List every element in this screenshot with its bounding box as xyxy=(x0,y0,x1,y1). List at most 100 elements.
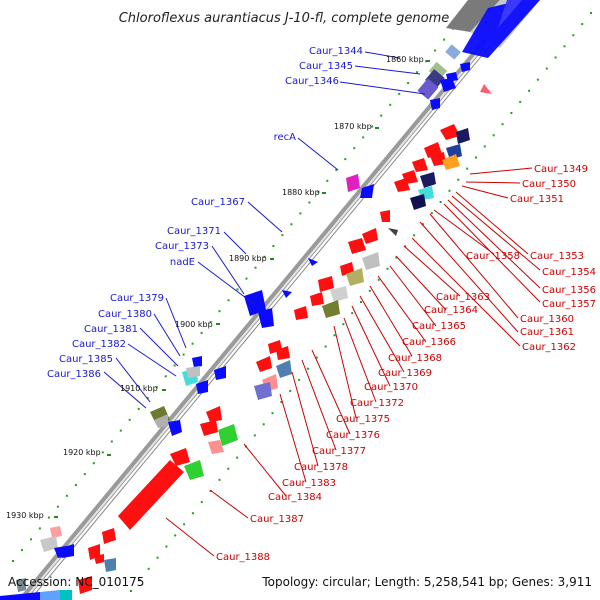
gene-label: Caur_1376 xyxy=(326,430,380,441)
guide-dot xyxy=(173,364,176,367)
guide-dot xyxy=(581,23,584,26)
gene-label: Caur_1354 xyxy=(542,267,596,278)
reverse-genes xyxy=(78,124,470,594)
guide-dot xyxy=(377,278,380,281)
guide-dot xyxy=(254,266,257,269)
guide-dot xyxy=(110,440,113,443)
guide-dot xyxy=(306,367,309,370)
guide-dot xyxy=(448,189,451,192)
scale-label: 1880 kbp xyxy=(282,188,320,197)
guide-dot xyxy=(119,429,122,432)
guide-dot xyxy=(12,560,14,562)
gene-label: Caur_1349 xyxy=(534,164,588,175)
top-feature-blocks xyxy=(446,0,540,58)
scale-label: 1930 kbp xyxy=(6,511,44,520)
gene-label: Caur_1345 xyxy=(299,61,353,72)
gene-label: Caur_1370 xyxy=(364,382,418,393)
scale-label: 1920 kbp xyxy=(63,448,101,457)
gene-label: Caur_1362 xyxy=(522,342,576,353)
guide-dot xyxy=(92,462,95,465)
guide-dot xyxy=(351,312,354,315)
guide-dot xyxy=(335,168,338,171)
guide-dot xyxy=(236,456,239,459)
guide-dot xyxy=(74,484,77,486)
guide-dot xyxy=(398,92,401,95)
gene-label: Caur_1357 xyxy=(542,299,596,310)
gene-label: Caur_1367 xyxy=(191,197,245,208)
guide-dot xyxy=(317,190,320,193)
gene-label: Caur_1350 xyxy=(522,179,576,190)
gene-label: Caur_1372 xyxy=(350,398,404,409)
gene-label: Caur_1377 xyxy=(312,446,366,457)
guide-dot xyxy=(130,590,132,592)
gene-label: Caur_1380 xyxy=(98,309,152,320)
guide-dot xyxy=(263,255,266,258)
guide-dot xyxy=(434,49,437,52)
guide-dot xyxy=(299,212,302,215)
gene-label: Caur_1344 xyxy=(309,46,363,57)
guide-dot xyxy=(353,147,356,150)
gc-guide-tracks xyxy=(12,6,592,592)
guide-dot xyxy=(413,234,416,237)
guide-dot xyxy=(416,71,419,74)
guide-dot xyxy=(272,245,275,247)
guide-dot xyxy=(47,516,50,519)
guide-dot xyxy=(138,578,141,581)
guide-dot xyxy=(182,353,185,356)
gene-label: Caur_1368 xyxy=(388,353,442,364)
gene-label: Caur_1386 xyxy=(47,369,101,380)
guide-dot xyxy=(510,112,513,114)
gene-label: Caur_1351 xyxy=(510,194,564,205)
guide-dot xyxy=(174,534,177,537)
gene-label: Caur_1388 xyxy=(216,552,270,563)
guide-dot xyxy=(501,123,504,126)
scale-labels: 1860 kbp 1870 kbp 1880 kbp 1890 kbp 1900… xyxy=(6,55,424,520)
gene-label: Caur_1356 xyxy=(542,285,596,296)
guide-dot xyxy=(443,38,446,41)
guide-dot xyxy=(30,538,32,541)
guide-dot xyxy=(38,527,41,530)
forward-genes xyxy=(0,44,492,600)
guide-dot xyxy=(315,356,318,359)
guide-dot xyxy=(200,331,203,334)
guide-dot xyxy=(421,223,424,226)
guide-dot xyxy=(528,89,531,92)
gene-label: Caur_1346 xyxy=(285,76,339,87)
guide-dot xyxy=(155,386,158,389)
scale-label: 1910 kbp xyxy=(120,384,158,393)
guide-dot xyxy=(324,345,327,348)
guide-dot xyxy=(147,567,150,570)
guide-dot xyxy=(475,156,477,159)
guide-dot xyxy=(191,512,194,515)
guide-dot xyxy=(395,256,398,259)
guide-dot xyxy=(83,473,86,476)
gene-label: Caur_1381 xyxy=(84,324,138,335)
guide-dot xyxy=(183,523,186,526)
guide-dot xyxy=(536,78,539,81)
guide-dot xyxy=(344,158,347,161)
guide-dot xyxy=(137,407,140,410)
guide-dot xyxy=(156,556,159,559)
guide-dot xyxy=(236,288,239,291)
guide-dot xyxy=(563,45,566,48)
guide-dot xyxy=(326,179,329,182)
gene-label: Caur_1384 xyxy=(268,492,322,503)
forward-gene-labels: Caur_1344 Caur_1345 Caur_1346 recA Caur_… xyxy=(47,46,363,380)
scale-ticks xyxy=(54,60,430,518)
scale-label: 1890 kbp xyxy=(229,254,267,263)
gene-label: Caur_1373 xyxy=(155,241,209,252)
gene-label: Caur_1385 xyxy=(59,354,113,365)
guide-dot xyxy=(165,545,168,548)
guide-dot xyxy=(245,277,248,280)
gene-label: Caur_1378 xyxy=(294,462,348,473)
guide-dot xyxy=(483,145,486,148)
reverse-gene-labels: Caur_1349 Caur_1350 Caur_1351 Caur_1353 … xyxy=(216,164,596,563)
gene-label: Caur_1360 xyxy=(520,314,574,325)
guide-dot xyxy=(368,289,371,292)
guide-dot xyxy=(386,267,389,270)
guide-dot xyxy=(262,423,265,426)
gene-label: Caur_1353 xyxy=(530,251,584,262)
guide-dot xyxy=(271,412,274,415)
guide-dot xyxy=(209,321,212,323)
